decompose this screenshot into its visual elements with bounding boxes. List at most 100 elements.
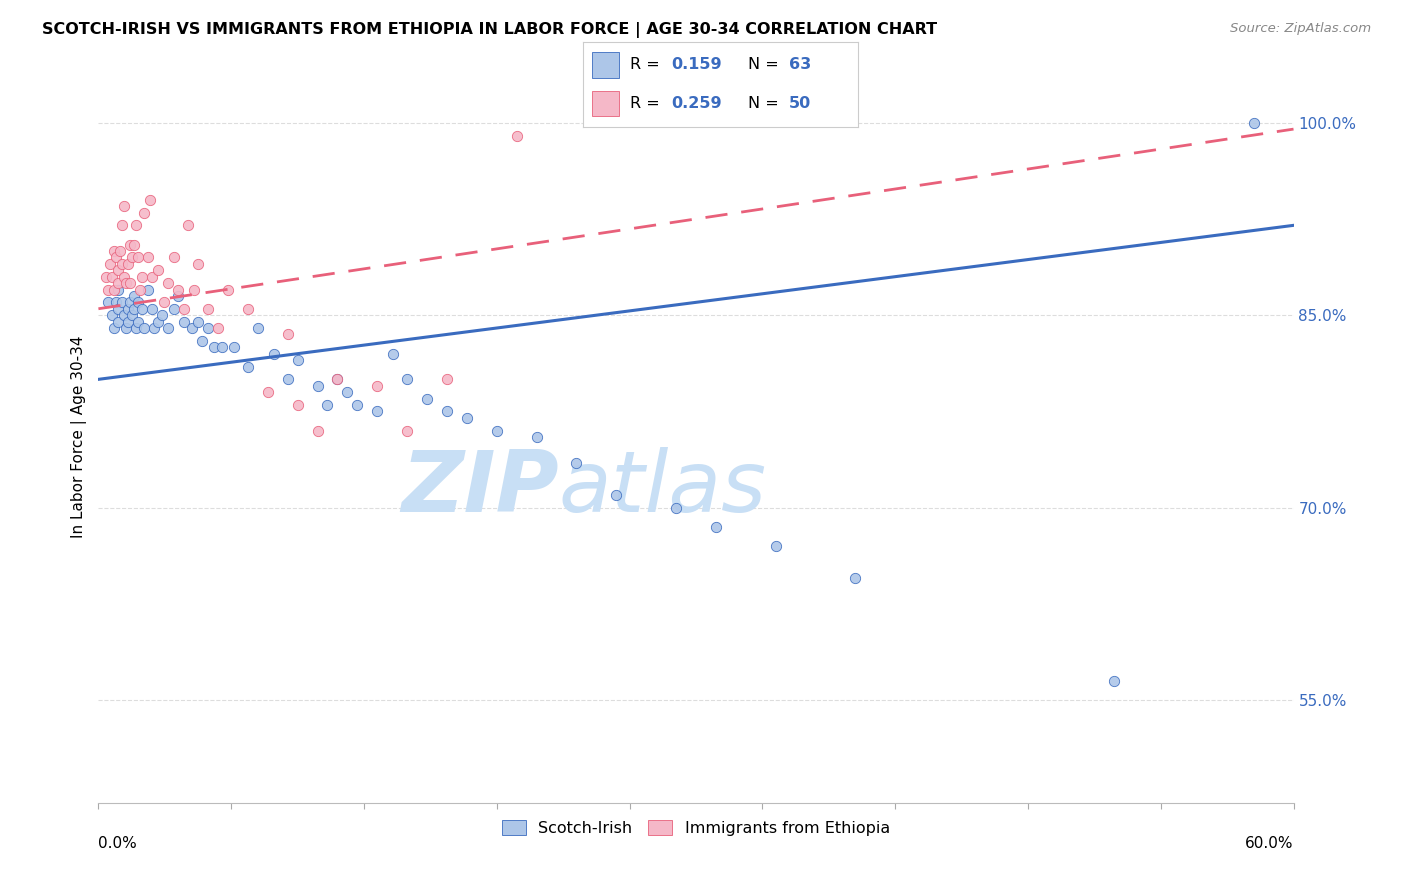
Point bbox=[187, 315, 209, 329]
Point bbox=[167, 283, 190, 297]
Text: ZIP: ZIP bbox=[401, 447, 558, 530]
Point bbox=[101, 308, 124, 322]
Point bbox=[107, 301, 129, 316]
Point bbox=[117, 315, 139, 329]
Point bbox=[157, 321, 180, 335]
Point bbox=[167, 289, 190, 303]
Point bbox=[103, 283, 125, 297]
Text: Source: ZipAtlas.com: Source: ZipAtlas.com bbox=[1230, 22, 1371, 36]
Point bbox=[115, 276, 138, 290]
Point bbox=[217, 283, 239, 297]
Point bbox=[163, 251, 186, 265]
Text: 0.0%: 0.0% bbox=[98, 836, 138, 851]
Point bbox=[117, 301, 139, 316]
Point bbox=[101, 269, 124, 284]
Point bbox=[127, 295, 149, 310]
Point bbox=[277, 372, 299, 386]
Point bbox=[197, 301, 219, 316]
Point bbox=[124, 289, 146, 303]
Point bbox=[120, 237, 142, 252]
Point bbox=[97, 283, 120, 297]
Point bbox=[148, 315, 170, 329]
Point bbox=[307, 378, 329, 392]
Point bbox=[125, 321, 148, 335]
Point bbox=[112, 199, 135, 213]
Point bbox=[127, 251, 149, 265]
Point bbox=[157, 276, 180, 290]
Point bbox=[704, 520, 727, 534]
Point bbox=[366, 404, 388, 418]
Point bbox=[163, 301, 186, 316]
Point bbox=[277, 327, 299, 342]
Point bbox=[103, 321, 125, 335]
Point bbox=[120, 276, 142, 290]
Point bbox=[120, 295, 142, 310]
Point bbox=[97, 295, 120, 310]
Point bbox=[506, 128, 529, 143]
Point bbox=[131, 301, 153, 316]
Point bbox=[485, 424, 508, 438]
Text: R =: R = bbox=[630, 96, 665, 112]
Point bbox=[98, 257, 122, 271]
Point bbox=[134, 321, 156, 335]
Point bbox=[396, 424, 419, 438]
Point bbox=[173, 315, 195, 329]
Point bbox=[565, 456, 588, 470]
Point bbox=[287, 398, 309, 412]
Point bbox=[366, 378, 388, 392]
Point bbox=[287, 353, 309, 368]
Point bbox=[136, 251, 159, 265]
Point bbox=[134, 205, 156, 219]
Point bbox=[107, 315, 129, 329]
Point bbox=[263, 346, 285, 360]
Point bbox=[316, 398, 339, 412]
Point bbox=[129, 283, 152, 297]
Point bbox=[256, 385, 278, 400]
Point bbox=[187, 257, 209, 271]
Point bbox=[173, 301, 195, 316]
Point bbox=[139, 193, 162, 207]
Point bbox=[112, 308, 135, 322]
Point bbox=[115, 321, 138, 335]
Point bbox=[105, 251, 128, 265]
Bar bbox=[592, 52, 619, 78]
Point bbox=[181, 321, 204, 335]
Point bbox=[336, 385, 359, 400]
Point bbox=[96, 269, 118, 284]
Text: atlas: atlas bbox=[558, 447, 766, 530]
Point bbox=[143, 321, 166, 335]
Point bbox=[111, 295, 134, 310]
Point bbox=[150, 308, 173, 322]
Point bbox=[665, 500, 688, 515]
Point bbox=[107, 283, 129, 297]
Point bbox=[346, 398, 368, 412]
Text: SCOTCH-IRISH VS IMMIGRANTS FROM ETHIOPIA IN LABOR FORCE | AGE 30-34 CORRELATION : SCOTCH-IRISH VS IMMIGRANTS FROM ETHIOPIA… bbox=[42, 22, 938, 38]
Point bbox=[127, 315, 149, 329]
Point bbox=[211, 340, 233, 354]
Point bbox=[844, 571, 866, 585]
Point bbox=[526, 430, 548, 444]
Point bbox=[141, 269, 163, 284]
Point bbox=[125, 219, 148, 233]
Point bbox=[105, 295, 128, 310]
Point bbox=[112, 269, 135, 284]
Point bbox=[110, 244, 132, 258]
Point bbox=[111, 219, 134, 233]
Point bbox=[456, 410, 478, 425]
Point bbox=[765, 539, 787, 553]
Point bbox=[177, 219, 200, 233]
Legend: Scotch-Irish, Immigrants from Ethiopia: Scotch-Irish, Immigrants from Ethiopia bbox=[495, 814, 897, 842]
Point bbox=[307, 424, 329, 438]
Text: N =: N = bbox=[748, 96, 785, 112]
Point bbox=[103, 244, 125, 258]
Point bbox=[202, 340, 225, 354]
Point bbox=[246, 321, 269, 335]
Point bbox=[197, 321, 219, 335]
Point bbox=[236, 359, 259, 374]
Point bbox=[605, 488, 627, 502]
Point bbox=[121, 308, 143, 322]
Text: N =: N = bbox=[748, 57, 785, 72]
Point bbox=[1243, 116, 1265, 130]
Point bbox=[131, 269, 153, 284]
Point bbox=[191, 334, 214, 348]
